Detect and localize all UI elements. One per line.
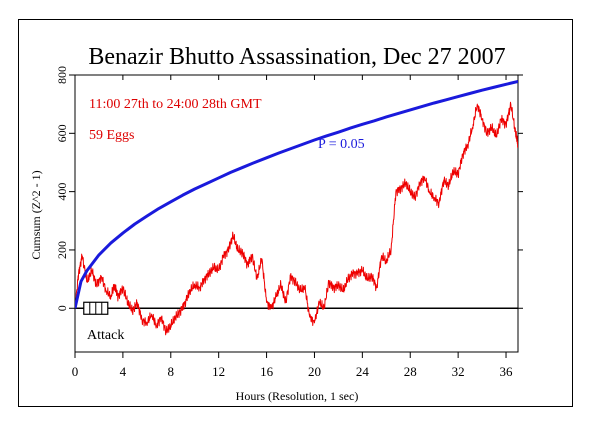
chart-frame [18,19,573,407]
y-tick-label: 800 [55,66,69,84]
y-tick-label: 0 [55,305,69,311]
x-tick-label: 28 [404,364,417,379]
y-tick-label: 400 [55,183,69,201]
x-tick-label: 8 [168,364,175,379]
x-axis-label: Hours (Resolution, 1 sec) [236,389,359,403]
subtitle-text: 11:00 27th to 24:00 28th GMT [89,97,262,112]
chart-title: Benazir Bhutto Assassination, Dec 27 200… [88,44,505,70]
x-tick-label: 36 [500,364,514,379]
y-axis-label: Cumsum (Z^2 - 1) [29,170,43,259]
cumsum-data-line [75,101,518,336]
x-tick-label: 4 [120,364,127,379]
attack-label: Attack [87,328,124,343]
y-tick-label: 200 [55,241,69,259]
y-tick-label: 600 [55,124,69,142]
x-tick-label: 32 [452,364,465,379]
eggs-count-text: 59 Eggs [89,128,135,143]
x-tick-label: 20 [308,364,321,379]
x-tick-label: 16 [260,364,274,379]
threshold-label: P = 0.05 [318,137,365,152]
p-005-envelope-line [75,79,518,309]
x-tick-label: 12 [212,364,225,379]
x-tick-label: 24 [356,364,370,379]
x-tick-label: 0 [72,364,79,379]
plot-area [74,74,519,353]
